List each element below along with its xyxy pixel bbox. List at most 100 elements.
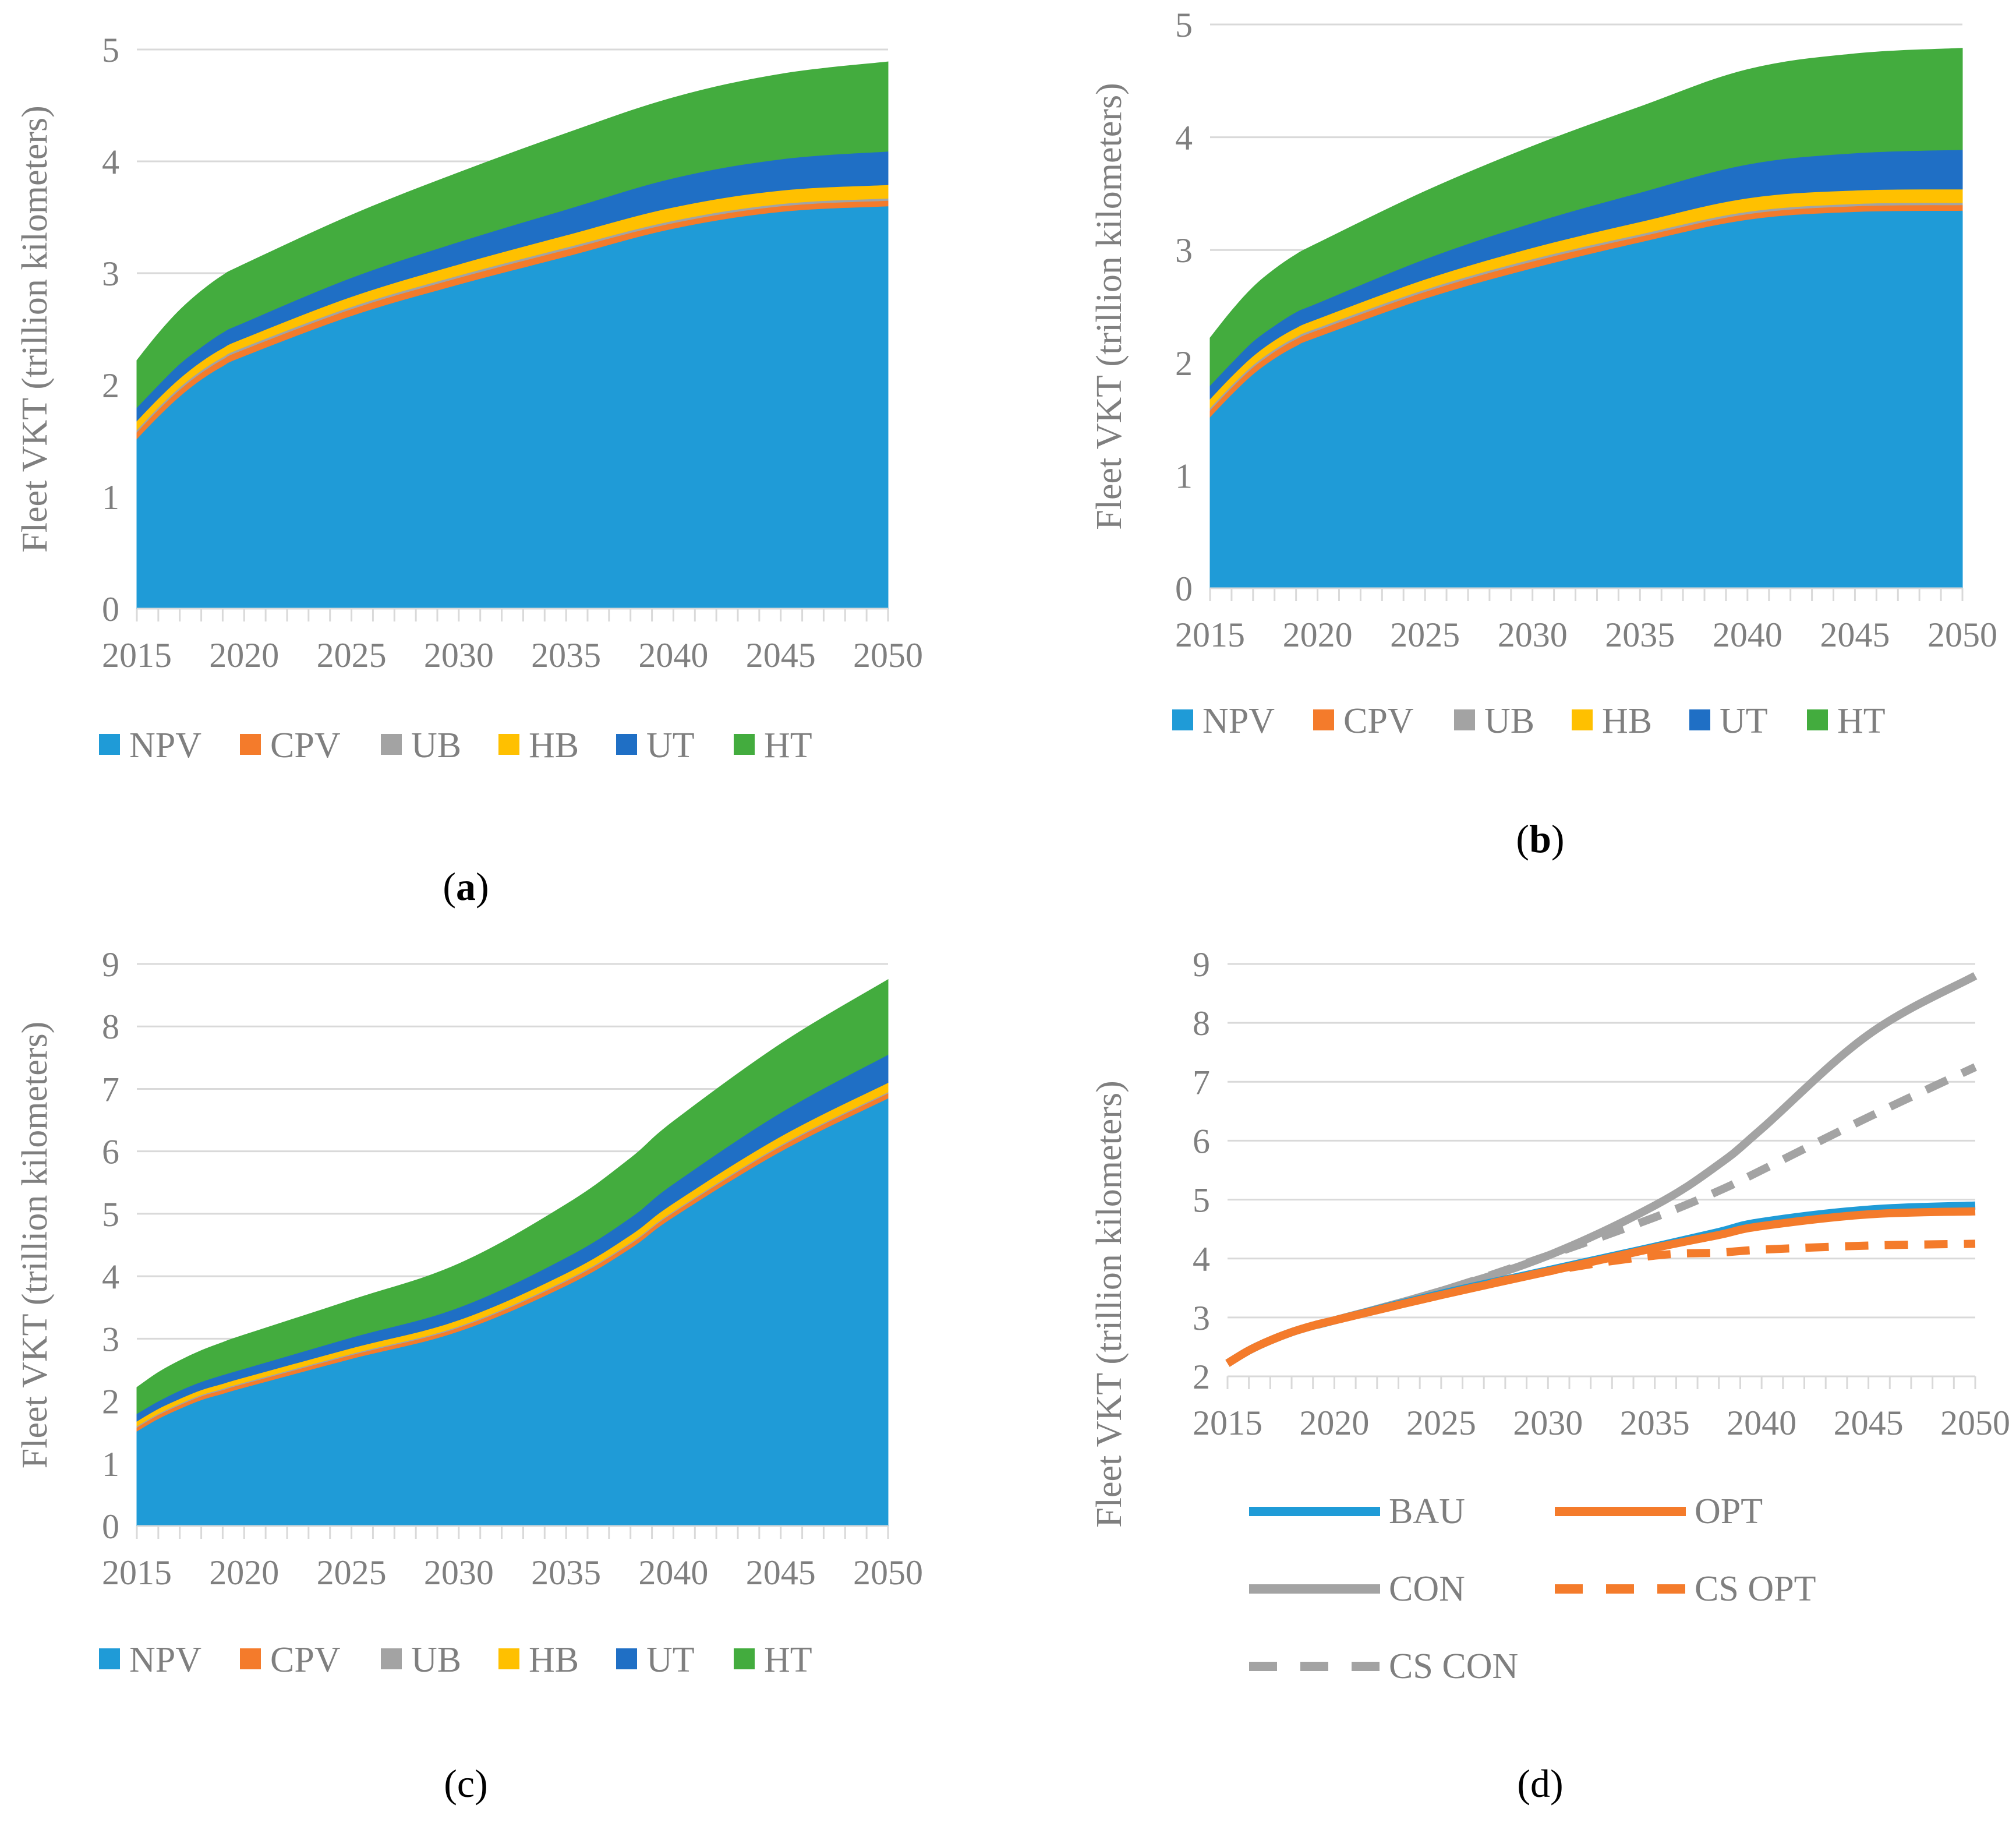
x-tick-label: 2030 xyxy=(424,636,494,674)
legend-swatch xyxy=(498,734,519,755)
legend-item-ut: UT xyxy=(616,1640,695,1680)
x-tick-label: 2030 xyxy=(1513,1404,1583,1442)
legend-swatch xyxy=(1572,709,1593,730)
legend-item-ht: HT xyxy=(1807,701,1886,741)
legend: NPV CPV UB HB UT HT xyxy=(99,1640,812,1680)
y-tick-label: 6 xyxy=(1193,1122,1210,1160)
x-tick-label: 2020 xyxy=(1299,1404,1369,1442)
y-tick-label: 7 xyxy=(1193,1063,1210,1101)
legend-label: CPV xyxy=(270,1640,341,1680)
legend-item-ut: UT xyxy=(1689,701,1768,741)
x-tick-label: 2025 xyxy=(1390,616,1460,654)
y-tick-label: 8 xyxy=(102,1008,119,1046)
x-tick-label: 2035 xyxy=(1605,616,1675,654)
y-tick-label: 9 xyxy=(102,945,119,984)
legend-item-ht: HT xyxy=(734,1640,812,1680)
legend: BAU OPT CON CS OPT CS CON xyxy=(1249,1492,1816,1686)
x-tick-label: 2045 xyxy=(746,1553,816,1592)
y-axis-title: Fleet VKT (trillion kilometers) xyxy=(15,1022,55,1468)
x-tick-label: 2020 xyxy=(1283,616,1353,654)
panel-label-d: (d) xyxy=(1517,1761,1563,1806)
panel-c: 0 1 2 3 4 5 6 7 8 9 2015 2020 2025 2030 2035 2040 2045 20… xyxy=(15,945,923,1680)
y-tick-label: 5 xyxy=(102,1195,119,1234)
x-tick-label: 2020 xyxy=(209,1553,279,1592)
legend-label: UB xyxy=(1484,701,1534,741)
y-tick-label: 0 xyxy=(102,590,119,628)
y-axis-title: Fleet VKT (trillion kilometers) xyxy=(15,105,55,552)
y-tick-label: 3 xyxy=(102,255,119,293)
x-tick-label: 2015 xyxy=(102,636,172,674)
legend-swatch xyxy=(1313,709,1334,730)
legend-swatch xyxy=(616,734,637,755)
legend: NPV CPV UB HB UT HT xyxy=(99,726,812,765)
y-tick-label: 4 xyxy=(102,143,119,181)
y-tick-label: 3 xyxy=(1175,231,1193,270)
panel-d: 2 3 4 5 6 7 8 9 2015 2020 2025 2030 2035 2040 2045 2050… xyxy=(1090,945,2010,1686)
y-tick-label: 1 xyxy=(1175,457,1193,495)
legend-swatch xyxy=(1689,709,1710,730)
x-tick-label: 2030 xyxy=(424,1553,494,1592)
legend-item-cs-con: CS CON xyxy=(1249,1647,1518,1686)
y-tick-label: 2 xyxy=(102,366,119,405)
x-tick-label: 2015 xyxy=(1193,1404,1262,1442)
area-npv xyxy=(136,1097,889,1527)
legend-item-opt: OPT xyxy=(1555,1492,1763,1531)
legend-label: HT xyxy=(764,1640,812,1680)
area-ht xyxy=(136,979,889,1414)
legend-label: UB xyxy=(411,1640,461,1680)
legend: NPV CPV UB HB UT HT xyxy=(1172,701,1886,741)
y-tick-label: 4 xyxy=(102,1258,119,1296)
panel-label-a: (a) xyxy=(443,864,489,909)
y-tick-label: 5 xyxy=(1193,1181,1210,1220)
legend-label: CPV xyxy=(270,726,341,765)
legend-label: NPV xyxy=(129,1640,201,1680)
y-tick-label: 2 xyxy=(102,1383,119,1421)
y-tick-label: 1 xyxy=(102,1445,119,1484)
legend-swatch xyxy=(616,1648,637,1669)
x-tick-label: 2020 xyxy=(209,636,279,674)
legend-item-ub: UB xyxy=(381,1640,461,1680)
y-tick-label: 7 xyxy=(102,1070,119,1108)
legend-item-hb: HB xyxy=(498,1640,579,1680)
area-ht xyxy=(1209,48,1963,386)
x-tick-label: 2025 xyxy=(1406,1404,1476,1442)
legend-item-con: CON xyxy=(1249,1569,1465,1609)
legend-label: CS CON xyxy=(1389,1647,1518,1686)
legend-label: UT xyxy=(1720,701,1768,741)
legend-swatch xyxy=(734,1648,755,1669)
legend-item-hb: HB xyxy=(498,726,579,765)
legend-item-bau: BAU xyxy=(1249,1492,1465,1531)
legend-item-cs-opt: CS OPT xyxy=(1555,1569,1816,1609)
legend-label: CPV xyxy=(1343,701,1414,741)
legend-swatch xyxy=(1807,709,1828,730)
legend-item-ub: UB xyxy=(1454,701,1534,741)
y-tick-label: 4 xyxy=(1175,119,1193,157)
legend-swatch xyxy=(734,734,755,755)
legend-label: UT xyxy=(646,726,695,765)
y-tick-label: 0 xyxy=(1175,570,1193,608)
y-tick-label: 9 xyxy=(1193,945,1210,984)
legend-label: HB xyxy=(529,1640,579,1680)
legend-item-ub: UB xyxy=(381,726,461,765)
legend-label: HB xyxy=(529,726,579,765)
legend-label: OPT xyxy=(1695,1492,1763,1531)
legend-label: UB xyxy=(411,726,461,765)
legend-item-npv: NPV xyxy=(99,1640,201,1680)
line-opt xyxy=(1225,1207,1976,1367)
legend-label: NPV xyxy=(129,726,201,765)
line-con xyxy=(1225,972,1978,1367)
x-tick-label: 2040 xyxy=(1713,616,1782,654)
legend-swatch xyxy=(1454,709,1475,730)
panel-label-c: (c) xyxy=(444,1761,488,1806)
y-tick-label: 2 xyxy=(1175,344,1193,383)
legend-label: HT xyxy=(764,726,812,765)
area-ht xyxy=(136,61,889,408)
panel-a: 0 1 2 3 4 5 2015 2020 2025 2030 2035 2040 2045 2050 Fl… xyxy=(15,31,923,765)
y-tick-label: 5 xyxy=(102,31,119,69)
legend-item-ut: UT xyxy=(616,726,695,765)
panel-label-b: (b) xyxy=(1516,817,1564,861)
x-tick-label: 2035 xyxy=(531,1553,601,1592)
legend-label: BAU xyxy=(1389,1492,1465,1531)
legend-item-cpv: CPV xyxy=(240,1640,341,1680)
x-tick-label: 2050 xyxy=(1940,1404,2010,1442)
